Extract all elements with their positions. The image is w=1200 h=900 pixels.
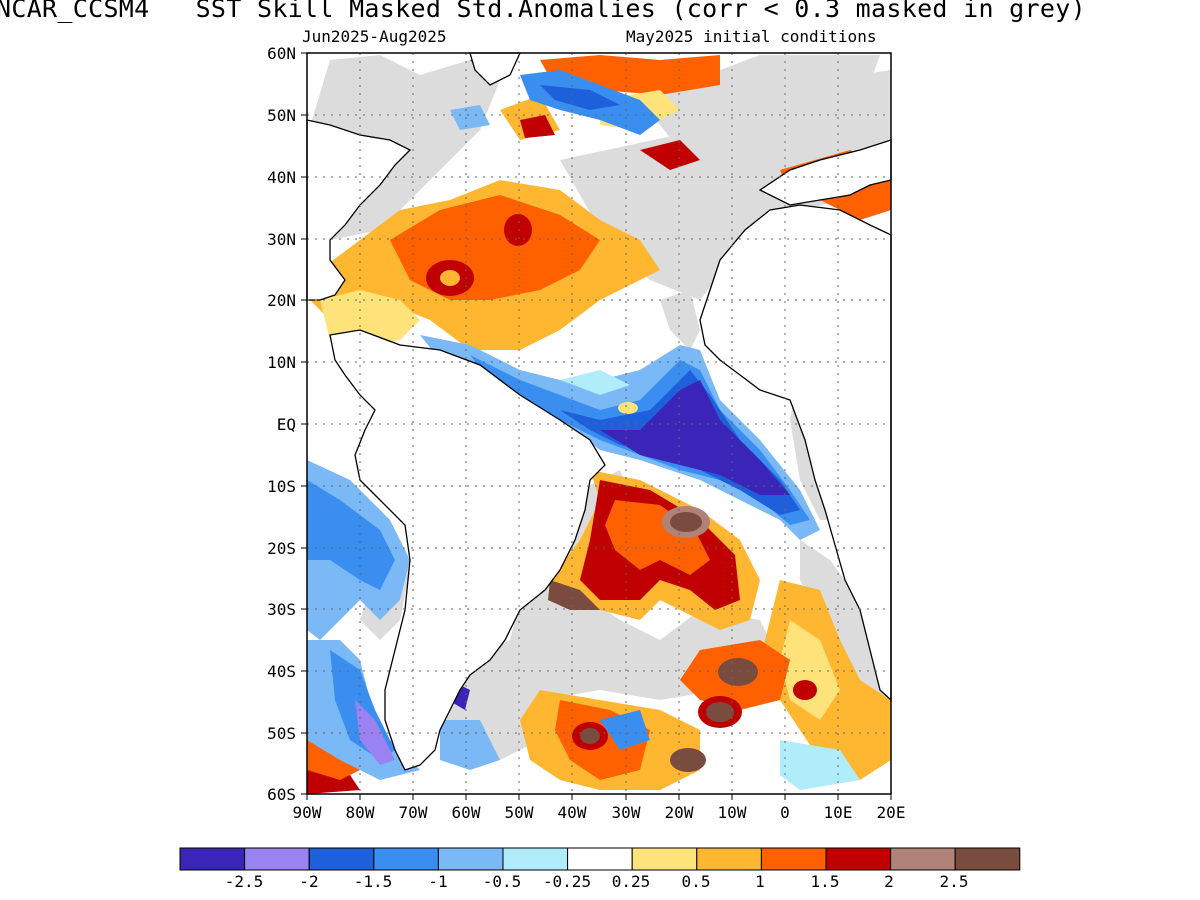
colorbar-label: 0.25 xyxy=(611,872,651,891)
colorbar-label: -2 xyxy=(299,872,319,891)
colorbar-label: -0.25 xyxy=(542,872,592,891)
lon-label: 40W xyxy=(557,803,587,822)
colorbar-swatch xyxy=(954,847,1021,871)
colorbar-label: 0.5 xyxy=(681,872,711,891)
colorbar-label: -1.5 xyxy=(353,872,393,891)
lat-label: 30N xyxy=(267,230,296,249)
lat-label: 20S xyxy=(267,539,296,558)
colorbar-swatch xyxy=(244,847,310,871)
lon-label: 90W xyxy=(292,803,322,822)
lat-label: 50N xyxy=(267,106,296,125)
colorbar-swatch xyxy=(890,847,956,871)
lat-label: 30S xyxy=(267,600,296,619)
axis-ticks xyxy=(301,52,892,800)
lon-label: 60W xyxy=(451,803,481,822)
colorbar-label: 2 xyxy=(884,872,894,891)
graticule xyxy=(307,53,891,794)
colorbar xyxy=(179,847,1021,871)
lat-label: 60S xyxy=(267,785,296,804)
colorbar-swatch xyxy=(373,847,439,871)
lon-label: 0 xyxy=(780,803,790,822)
lon-label: 30W xyxy=(611,803,641,822)
initial-conditions: May2025 initial conditions xyxy=(626,27,877,46)
colorbar-swatch xyxy=(825,847,892,871)
colorbar-swatch xyxy=(567,847,633,871)
lon-label: 10W xyxy=(717,803,747,822)
colorbar-swatch xyxy=(631,847,698,871)
map-title: NCAR_CCSM4 SST Skill Masked Std.Anomalie… xyxy=(0,0,1086,23)
forecast-period: Jun2025-Aug2025 xyxy=(302,27,447,46)
lat-label: 60N xyxy=(267,44,296,63)
colorbar-swatch xyxy=(179,847,246,871)
lat-label: 40N xyxy=(267,168,296,187)
colorbar-label: 1.5 xyxy=(810,872,840,891)
lon-label: 20W xyxy=(664,803,694,822)
lat-label: 10N xyxy=(267,353,296,372)
south-cold-regions xyxy=(307,460,860,790)
lat-label: 10S xyxy=(267,477,296,496)
lon-label: 80W xyxy=(345,803,375,822)
lat-label: EQ xyxy=(276,415,296,434)
colorbar-label: -1 xyxy=(428,872,448,891)
colorbar-label: -2.5 xyxy=(224,872,264,891)
lat-label: 40S xyxy=(267,662,296,681)
north-america xyxy=(306,119,412,301)
lat-label: 50S xyxy=(267,724,296,743)
colorbar-label: 2.5 xyxy=(939,872,969,891)
lon-label: 20E xyxy=(876,803,906,822)
colorbar-swatch xyxy=(308,847,375,871)
colorbar-swatch xyxy=(502,847,569,871)
colorbar-label: 1 xyxy=(755,872,765,891)
colorbar-swatch xyxy=(696,847,762,871)
south-atlantic-warm xyxy=(307,470,891,794)
lon-label: 70W xyxy=(398,803,428,822)
lon-label: 50W xyxy=(504,803,534,822)
colorbar-swatch xyxy=(760,847,827,871)
south-america xyxy=(329,329,606,771)
colorbar-swatch xyxy=(437,847,504,871)
lon-label: 10E xyxy=(823,803,853,822)
colorbar-label: -0.5 xyxy=(482,872,522,891)
coastlines xyxy=(306,52,892,771)
equatorial-cold-tongue xyxy=(420,335,820,540)
lat-label: 20N xyxy=(267,291,296,310)
